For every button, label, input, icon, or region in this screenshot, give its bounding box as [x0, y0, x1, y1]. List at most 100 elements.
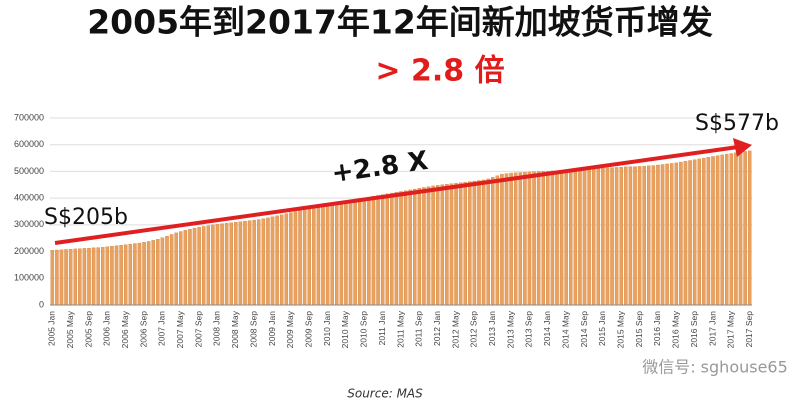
bar — [307, 208, 311, 306]
bar — [509, 172, 513, 306]
bar — [481, 179, 486, 306]
bar — [532, 171, 536, 306]
bar — [257, 219, 261, 306]
x-tick-label: 2005 Jan — [47, 311, 57, 346]
bar — [206, 225, 211, 306]
bar — [619, 167, 623, 306]
bar — [413, 188, 417, 306]
bar — [229, 222, 233, 306]
x-tick-label: 2016 May — [671, 310, 681, 348]
bar — [105, 246, 110, 306]
bar — [647, 165, 651, 306]
bar — [279, 214, 284, 306]
bar — [500, 173, 504, 306]
bar — [215, 224, 220, 306]
bar — [330, 203, 334, 306]
bar — [747, 150, 752, 306]
bar — [179, 231, 183, 306]
trend-arrow — [54, 145, 739, 245]
bar — [238, 221, 243, 306]
bar — [642, 165, 646, 306]
bar — [665, 163, 669, 306]
bar — [68, 249, 73, 306]
bar — [578, 169, 582, 306]
bar — [390, 192, 394, 306]
bar — [426, 186, 431, 306]
bar — [275, 215, 279, 306]
bar — [137, 242, 142, 306]
x-tick-label: 2016 Jan — [652, 311, 662, 346]
bar — [527, 171, 532, 306]
arrow-head — [733, 138, 752, 157]
bar — [628, 166, 633, 306]
bar — [431, 185, 435, 306]
y-tick-label: 700000 — [14, 112, 44, 122]
bar — [151, 240, 155, 306]
bar — [165, 235, 169, 306]
bar — [73, 248, 77, 306]
bar — [541, 171, 545, 306]
bar — [734, 152, 738, 306]
bar — [376, 195, 380, 306]
x-tick-label: 2007 May — [175, 310, 185, 348]
bar — [417, 188, 422, 306]
bar — [669, 163, 674, 306]
bar — [637, 166, 642, 306]
bar — [656, 164, 660, 306]
bar — [468, 181, 472, 306]
bar — [289, 212, 293, 306]
x-tick-label: 2009 May — [285, 310, 295, 348]
bar — [743, 151, 747, 306]
bar — [573, 169, 578, 306]
bar — [738, 151, 743, 306]
bar — [252, 219, 256, 306]
bar — [624, 166, 628, 306]
watermark: 微信号: sghouse65 — [642, 358, 788, 377]
bar — [486, 178, 490, 306]
x-tick-label: 2006 Sep — [138, 311, 148, 348]
bar — [197, 227, 201, 306]
bar — [463, 181, 467, 306]
x-tick-label: 2014 Jan — [542, 311, 552, 346]
bar — [146, 241, 151, 306]
bar — [270, 216, 275, 306]
bar — [610, 167, 614, 306]
bar — [55, 249, 59, 306]
x-tick-label: 2014 Sep — [579, 311, 589, 348]
bar — [156, 239, 160, 306]
bar — [495, 175, 500, 306]
bar — [518, 172, 523, 306]
bar — [183, 230, 188, 306]
bar — [449, 183, 454, 306]
x-tick-label: 2007 Sep — [193, 311, 203, 348]
bar — [711, 156, 715, 306]
bar — [683, 161, 688, 306]
bar — [298, 210, 302, 306]
bar — [491, 177, 495, 306]
x-tick-label: 2015 Sep — [634, 311, 644, 348]
bar — [302, 209, 307, 306]
bar — [674, 162, 679, 306]
x-tick-label: 2006 Jan — [102, 311, 112, 346]
x-tick-label: 2013 May — [505, 310, 515, 348]
bar — [110, 246, 114, 306]
bar — [325, 204, 330, 306]
bar — [679, 161, 683, 306]
x-tick-label: 2011 Jan — [377, 311, 387, 346]
growth-annotation: +2.8 X — [330, 146, 430, 189]
x-tick-label: 2014 May — [560, 310, 570, 348]
bar — [504, 173, 509, 306]
bar — [587, 168, 591, 306]
bar — [101, 247, 105, 306]
bar — [440, 184, 445, 306]
bar — [371, 196, 376, 306]
bar — [114, 245, 119, 306]
bar — [344, 200, 348, 306]
start-annotation: S$205b — [44, 205, 128, 230]
bar — [605, 167, 610, 306]
bar — [435, 185, 440, 306]
y-tick-label: 200000 — [14, 246, 44, 256]
x-tick-label: 2013 Jan — [487, 311, 497, 346]
bar — [261, 218, 266, 306]
x-tick-label: 2006 May — [120, 310, 130, 348]
